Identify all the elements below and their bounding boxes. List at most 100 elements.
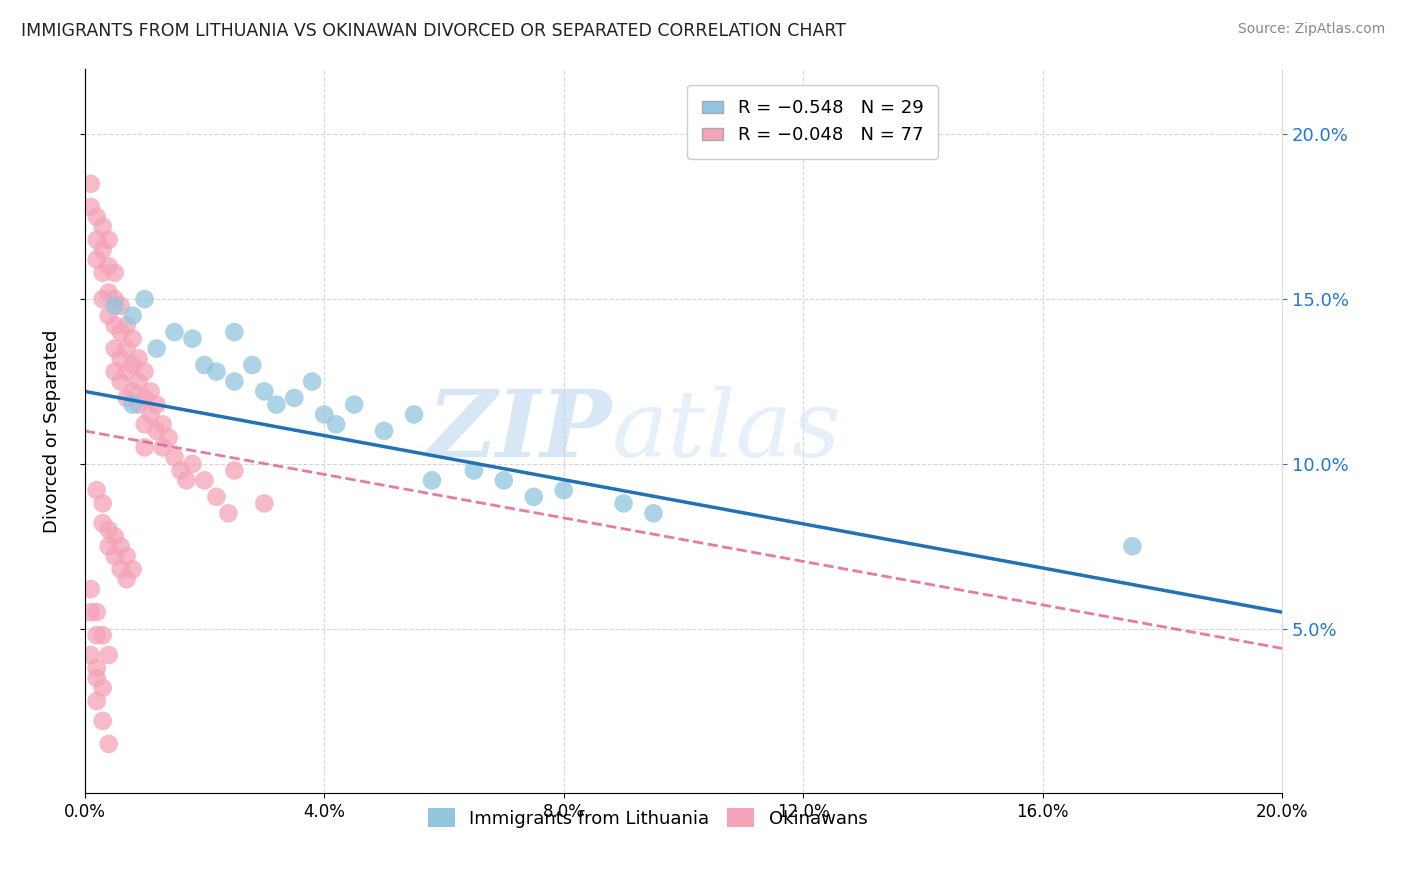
Point	[373, 424, 395, 438]
Point	[193, 474, 215, 488]
Point	[301, 375, 323, 389]
Point	[91, 714, 114, 728]
Point	[115, 365, 138, 379]
Point	[240, 358, 263, 372]
Point	[97, 309, 120, 323]
Point	[152, 417, 174, 432]
Point	[181, 457, 204, 471]
Point	[91, 516, 114, 531]
Point	[115, 572, 138, 586]
Point	[104, 549, 127, 563]
Legend: Immigrants from Lithuania, Okinawans: Immigrants from Lithuania, Okinawans	[420, 801, 875, 835]
Point	[104, 299, 127, 313]
Point	[253, 496, 276, 510]
Point	[325, 417, 347, 432]
Point	[163, 450, 186, 465]
Point	[110, 539, 132, 553]
Point	[266, 398, 288, 412]
Point	[97, 523, 120, 537]
Point	[152, 441, 174, 455]
Point	[97, 285, 120, 300]
Point	[104, 529, 127, 543]
Point	[115, 391, 138, 405]
Point	[134, 441, 156, 455]
Point	[612, 496, 634, 510]
Point	[86, 210, 108, 224]
Point	[157, 430, 180, 444]
Point	[80, 200, 103, 214]
Point	[80, 605, 103, 619]
Point	[169, 463, 191, 477]
Point	[128, 375, 150, 389]
Point	[104, 266, 127, 280]
Point	[205, 490, 228, 504]
Point	[80, 648, 103, 662]
Point	[134, 365, 156, 379]
Point	[91, 681, 114, 695]
Point	[86, 252, 108, 267]
Point	[217, 506, 239, 520]
Point	[224, 463, 246, 477]
Text: atlas: atlas	[612, 386, 841, 476]
Point	[121, 309, 143, 323]
Point	[121, 562, 143, 576]
Point	[91, 266, 114, 280]
Point	[97, 259, 120, 273]
Point	[121, 358, 143, 372]
Point	[128, 351, 150, 366]
Point	[97, 737, 120, 751]
Point	[91, 292, 114, 306]
Point	[193, 358, 215, 372]
Point	[80, 177, 103, 191]
Point	[224, 375, 246, 389]
Point	[145, 398, 167, 412]
Point	[86, 671, 108, 685]
Point	[91, 628, 114, 642]
Point	[523, 490, 546, 504]
Point	[420, 474, 443, 488]
Point	[115, 549, 138, 563]
Point	[121, 384, 143, 399]
Point	[104, 292, 127, 306]
Point	[104, 365, 127, 379]
Point	[97, 648, 120, 662]
Point	[163, 325, 186, 339]
Point	[205, 365, 228, 379]
Point	[86, 233, 108, 247]
Point	[139, 408, 162, 422]
Y-axis label: Divorced or Separated: Divorced or Separated	[44, 329, 60, 533]
Text: IMMIGRANTS FROM LITHUANIA VS OKINAWAN DIVORCED OR SEPARATED CORRELATION CHART: IMMIGRANTS FROM LITHUANIA VS OKINAWAN DI…	[21, 22, 846, 40]
Point	[104, 342, 127, 356]
Point	[492, 474, 515, 488]
Point	[224, 325, 246, 339]
Point	[176, 474, 198, 488]
Point	[104, 318, 127, 333]
Point	[181, 332, 204, 346]
Point	[121, 332, 143, 346]
Point	[86, 628, 108, 642]
Point	[128, 398, 150, 412]
Point	[145, 342, 167, 356]
Point	[314, 408, 336, 422]
Point	[86, 483, 108, 498]
Point	[115, 342, 138, 356]
Point	[402, 408, 425, 422]
Point	[80, 582, 103, 596]
Point	[86, 694, 108, 708]
Point	[91, 243, 114, 257]
Text: ZIP: ZIP	[427, 386, 612, 476]
Point	[283, 391, 305, 405]
Point	[134, 391, 156, 405]
Point	[97, 539, 120, 553]
Point	[134, 417, 156, 432]
Point	[91, 496, 114, 510]
Point	[121, 398, 143, 412]
Point	[86, 661, 108, 675]
Point	[145, 424, 167, 438]
Point	[1121, 539, 1143, 553]
Point	[110, 351, 132, 366]
Point	[110, 375, 132, 389]
Point	[643, 506, 665, 520]
Point	[553, 483, 575, 498]
Point	[253, 384, 276, 399]
